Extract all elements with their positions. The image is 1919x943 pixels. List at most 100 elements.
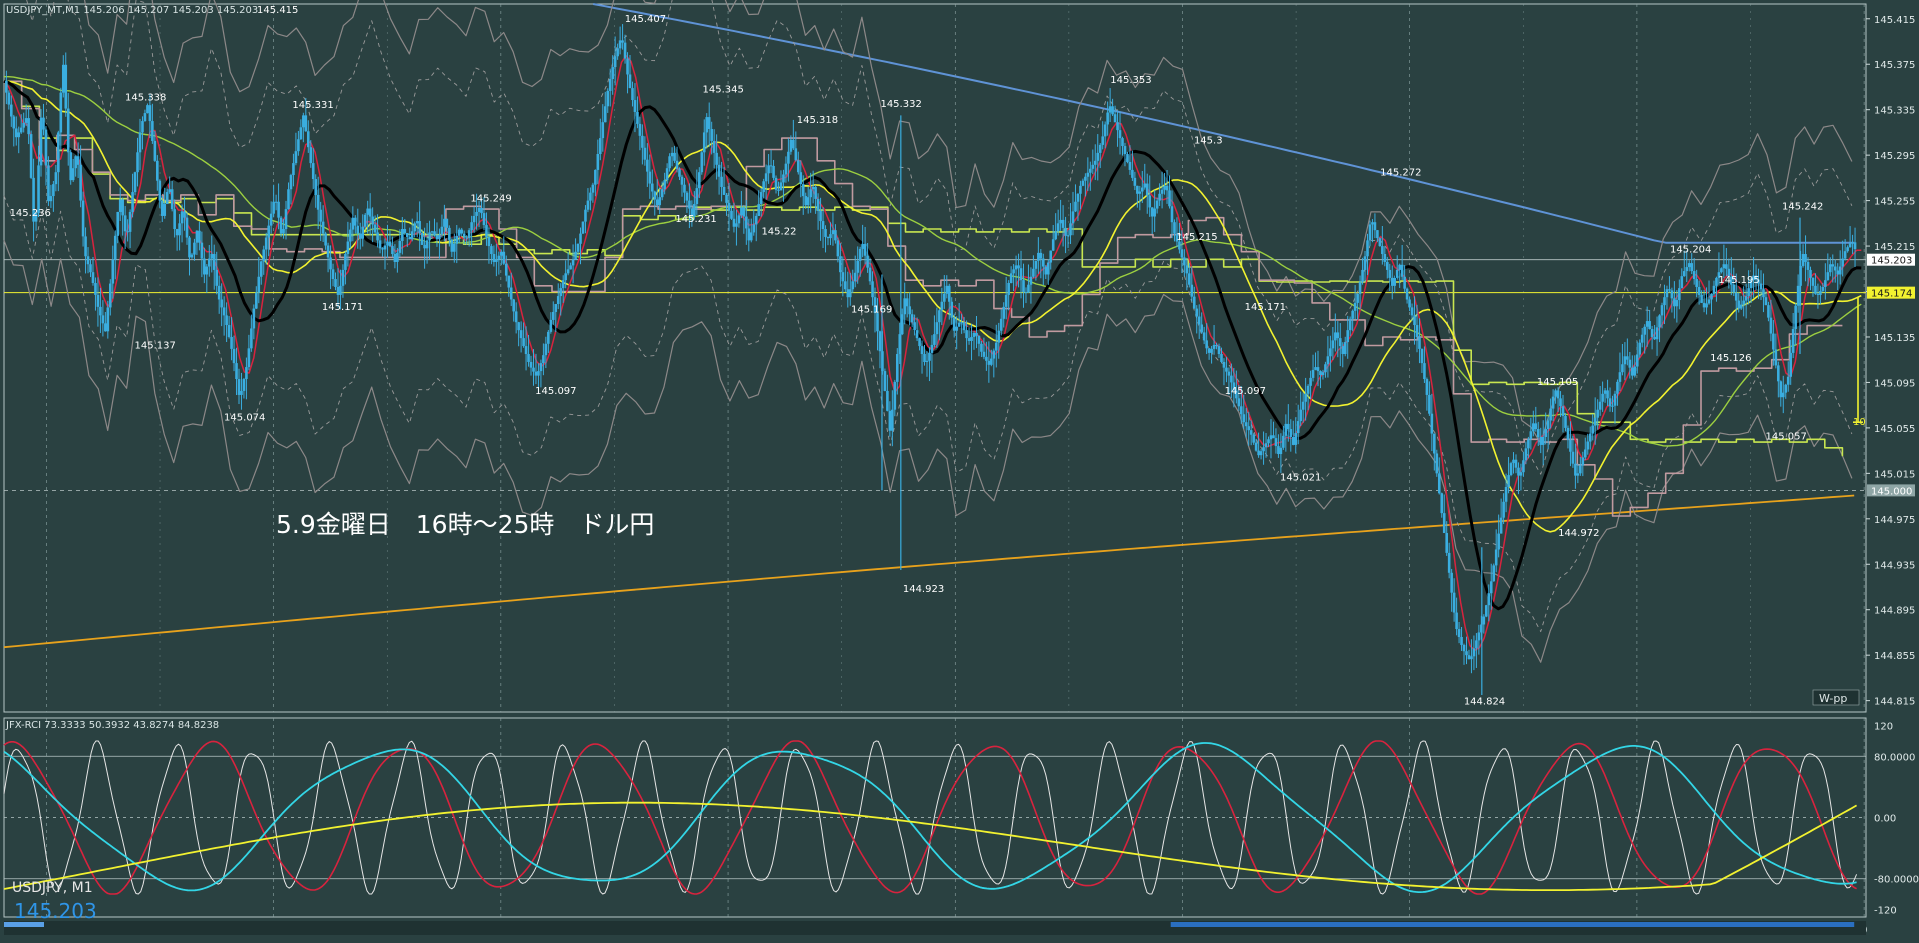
candle-body xyxy=(819,210,822,222)
candle xyxy=(1121,136,1124,156)
candle-body xyxy=(1663,297,1666,306)
candle xyxy=(230,317,233,361)
y-tick-label: 145.135 xyxy=(1874,333,1915,344)
candle-body xyxy=(1064,227,1067,236)
candle-body xyxy=(933,334,936,345)
candle-body xyxy=(306,131,310,148)
candle-body xyxy=(141,121,144,133)
candle xyxy=(1111,98,1114,116)
candle xyxy=(1616,379,1619,406)
candle xyxy=(235,347,238,396)
candle-body xyxy=(774,177,778,190)
candle xyxy=(1059,199,1062,231)
candle xyxy=(1846,245,1849,253)
candle-body xyxy=(1502,501,1505,518)
candle-body xyxy=(168,189,171,193)
candle xyxy=(287,182,290,210)
candle-body xyxy=(1239,406,1243,415)
candle-body xyxy=(1465,651,1468,656)
candle xyxy=(1306,384,1310,411)
candle xyxy=(1675,290,1679,323)
candle xyxy=(1720,267,1723,274)
candle-body xyxy=(1653,336,1656,340)
candle xyxy=(851,269,855,293)
candle-body xyxy=(1833,266,1837,271)
candle xyxy=(257,257,261,304)
candle-body xyxy=(1848,243,1852,248)
candle xyxy=(1475,633,1478,668)
candle-body xyxy=(742,207,746,217)
candle xyxy=(509,272,513,307)
candle-body xyxy=(321,221,325,234)
candle-body xyxy=(943,293,946,302)
candle-body xyxy=(183,211,186,218)
candle-body xyxy=(131,192,134,212)
candle-body xyxy=(1348,318,1352,331)
candle xyxy=(1200,312,1203,334)
candle-body xyxy=(178,223,181,236)
candle xyxy=(1660,302,1664,329)
candle xyxy=(616,43,619,60)
candle-body xyxy=(480,207,483,214)
candle-body xyxy=(1655,327,1659,340)
candle xyxy=(403,218,407,235)
candle-body xyxy=(1423,363,1426,380)
candle xyxy=(116,211,120,244)
candle-body xyxy=(1678,288,1681,301)
candle-body xyxy=(1816,293,1820,295)
candle xyxy=(121,197,124,236)
candle-body xyxy=(1715,277,1718,286)
candle xyxy=(1851,234,1854,254)
candle-body xyxy=(393,254,397,262)
candle-body xyxy=(650,183,654,192)
candle xyxy=(1425,377,1429,411)
candle xyxy=(757,190,760,217)
candle-body xyxy=(269,213,273,226)
candle xyxy=(356,208,360,249)
candle-body xyxy=(42,117,45,130)
candle xyxy=(96,277,100,327)
candle-body xyxy=(891,409,894,431)
candle xyxy=(153,130,157,162)
candle xyxy=(821,207,825,249)
swing-label: 145.057 xyxy=(1766,432,1807,443)
wpp-box[interactable] xyxy=(1812,689,1860,706)
candle xyxy=(1824,263,1827,300)
candle xyxy=(824,225,827,253)
candle xyxy=(1173,219,1176,242)
candle-body xyxy=(994,342,998,351)
candle-body xyxy=(1376,230,1379,239)
candle-body xyxy=(450,239,454,252)
wpp-label[interactable]: W-pp xyxy=(1819,692,1847,705)
candle-body xyxy=(1794,305,1797,330)
candle xyxy=(1408,296,1411,312)
candle-body xyxy=(1532,423,1535,432)
candle-body xyxy=(581,221,585,234)
candle xyxy=(148,94,152,139)
candle xyxy=(774,175,778,194)
candle-body xyxy=(1408,299,1411,308)
candle xyxy=(420,229,424,245)
candle xyxy=(1794,303,1797,345)
candle-body xyxy=(707,117,711,130)
candle xyxy=(1356,293,1359,320)
candle-body xyxy=(1561,406,1565,416)
candle-body xyxy=(1192,296,1196,309)
candle-body xyxy=(1487,593,1491,606)
candle xyxy=(106,300,110,339)
candle-body xyxy=(1237,398,1241,407)
candle-body xyxy=(319,209,322,222)
candle-body xyxy=(418,221,421,233)
candle-body xyxy=(1613,393,1617,406)
candle xyxy=(1232,368,1236,408)
candle-body xyxy=(1388,269,1392,278)
swing-label: 145.215 xyxy=(1176,232,1217,243)
candle xyxy=(769,149,773,174)
candle xyxy=(378,235,382,254)
candle-body xyxy=(999,318,1003,331)
candle xyxy=(1304,377,1307,421)
candle-body xyxy=(1321,372,1325,376)
candle-body xyxy=(834,230,837,241)
candle-body xyxy=(841,272,845,282)
